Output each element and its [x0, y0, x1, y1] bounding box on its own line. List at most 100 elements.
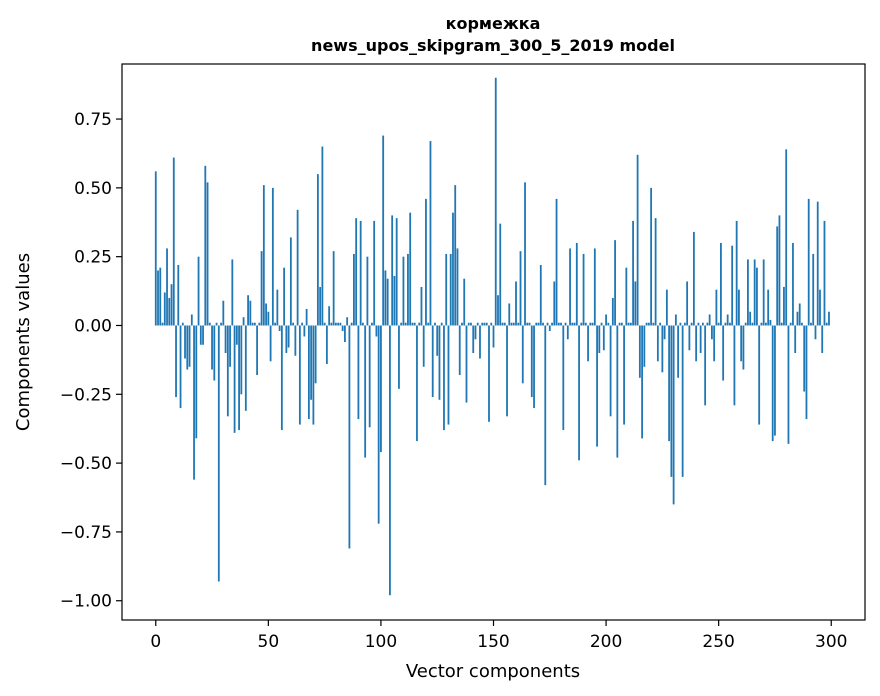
bar	[614, 240, 616, 326]
bar	[776, 226, 779, 326]
bar	[461, 322, 463, 326]
bar	[377, 325, 380, 524]
bar	[166, 248, 168, 326]
bar	[580, 322, 583, 326]
bar	[321, 146, 324, 326]
bar	[524, 182, 526, 326]
bar	[679, 322, 682, 326]
bar	[325, 325, 328, 365]
bar	[688, 325, 691, 351]
bar	[454, 185, 457, 326]
bar	[571, 322, 574, 326]
bar	[569, 248, 571, 326]
bar	[395, 218, 398, 326]
bar	[476, 322, 479, 326]
y-tick-label: −0.25	[60, 385, 112, 405]
bar	[467, 322, 470, 326]
bar	[589, 322, 592, 326]
bar	[368, 325, 371, 428]
bar	[224, 325, 227, 354]
bar	[449, 253, 452, 326]
bar	[616, 325, 619, 458]
bar	[780, 322, 783, 326]
bar	[267, 311, 270, 326]
bar	[206, 182, 209, 326]
bar	[760, 322, 763, 326]
bar	[546, 322, 549, 326]
bar	[598, 325, 601, 354]
bar	[758, 325, 761, 425]
bar	[303, 325, 306, 337]
bar	[289, 237, 292, 326]
bar	[602, 325, 605, 351]
bar	[400, 322, 403, 326]
bar	[618, 322, 621, 326]
bar	[557, 322, 560, 326]
bar	[609, 325, 612, 417]
bar	[262, 185, 265, 326]
bar	[645, 322, 648, 326]
bar	[463, 278, 466, 326]
bar	[310, 325, 313, 400]
bar	[562, 325, 565, 431]
bar	[744, 322, 747, 326]
bar	[756, 267, 758, 326]
bar	[362, 322, 364, 326]
bar	[535, 322, 538, 326]
bar	[265, 303, 267, 326]
bar	[711, 325, 713, 340]
bar	[443, 325, 445, 431]
bar	[643, 325, 646, 367]
bar	[573, 322, 576, 326]
bar	[738, 289, 740, 326]
bar	[429, 141, 432, 326]
bar	[386, 278, 389, 326]
bar	[416, 325, 418, 442]
bar	[506, 325, 508, 417]
bar	[298, 325, 301, 425]
x-tick-label: 250	[702, 632, 734, 652]
bar	[499, 223, 502, 326]
y-tick-label: −1.00	[60, 592, 112, 612]
bar	[407, 253, 409, 326]
bar	[186, 325, 189, 370]
bar	[249, 300, 252, 326]
bar	[578, 325, 580, 461]
bar	[481, 322, 484, 326]
bar	[274, 322, 276, 326]
bar	[447, 325, 450, 425]
bar	[244, 325, 247, 411]
bar	[472, 325, 475, 354]
bar	[735, 220, 738, 326]
bar	[492, 325, 495, 348]
bar	[483, 322, 486, 326]
bar	[260, 251, 263, 326]
bar	[659, 322, 662, 326]
bar	[681, 325, 684, 477]
bar	[783, 286, 785, 326]
bar	[420, 286, 423, 326]
bar	[233, 325, 236, 433]
bar	[753, 259, 756, 326]
bar	[715, 289, 718, 326]
bar	[537, 322, 540, 326]
bar	[389, 325, 391, 596]
x-tick-label: 100	[365, 632, 397, 652]
bar	[724, 322, 727, 326]
bar	[328, 306, 331, 326]
bar	[204, 165, 207, 326]
bar	[539, 264, 542, 326]
bar	[445, 253, 448, 326]
bar	[792, 242, 794, 326]
bar	[161, 322, 164, 326]
bar	[530, 325, 533, 398]
bar	[765, 322, 767, 326]
bar	[629, 322, 632, 326]
bar	[825, 322, 828, 326]
bar	[393, 275, 396, 326]
bar	[154, 171, 157, 326]
bar	[256, 325, 258, 376]
bar	[168, 297, 171, 326]
bar	[359, 220, 362, 326]
bar	[305, 308, 308, 326]
